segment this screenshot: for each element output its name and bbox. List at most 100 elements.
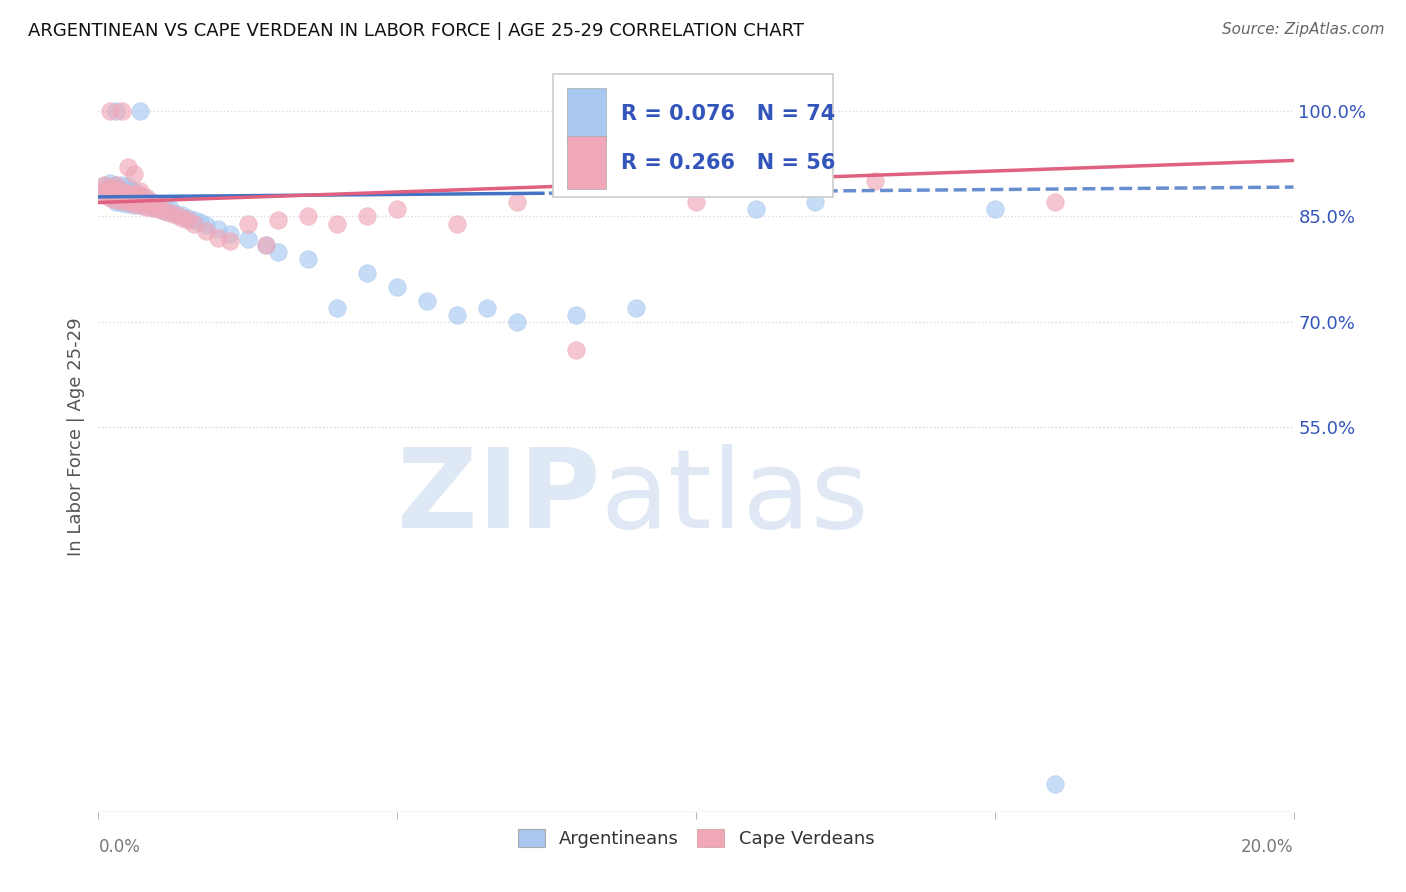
Point [129, 104, 152, 119]
Point [117, 161, 139, 175]
Point [135, 199, 157, 213]
Point [124, 197, 146, 211]
Point [385, 202, 409, 217]
Point [326, 301, 349, 315]
Point [98, 104, 122, 119]
Point [93, 188, 115, 202]
Point [148, 197, 170, 211]
Text: ZIP: ZIP [396, 443, 600, 550]
Point [117, 186, 139, 201]
Point [129, 194, 152, 209]
Point [111, 178, 134, 192]
Point [129, 194, 152, 208]
Point [105, 193, 128, 207]
Point [565, 343, 588, 357]
Point [111, 182, 134, 196]
Point [98, 179, 122, 194]
Text: R = 0.076   N = 74: R = 0.076 N = 74 [620, 104, 835, 125]
Text: 20.0%: 20.0% [1241, 838, 1294, 856]
Point [236, 232, 259, 246]
Point [105, 178, 128, 192]
Point [117, 190, 139, 204]
Point [195, 223, 218, 237]
Point [111, 189, 134, 203]
Text: 0.0%: 0.0% [98, 838, 141, 856]
Point [129, 191, 152, 205]
Point [105, 188, 128, 202]
Point [475, 301, 498, 315]
Point [219, 227, 242, 241]
Point [135, 200, 157, 214]
Point [1043, 777, 1066, 791]
Point [135, 195, 157, 210]
Point [141, 195, 163, 210]
Point [124, 197, 146, 211]
Bar [567, 88, 606, 141]
Point [111, 194, 134, 208]
Point [385, 279, 409, 293]
Legend: Argentineans, Cape Verdeans: Argentineans, Cape Verdeans [510, 822, 882, 855]
Point [159, 201, 181, 215]
Point [135, 190, 157, 204]
Point [446, 308, 468, 322]
Point [105, 104, 128, 119]
Point [685, 174, 707, 188]
Point [141, 200, 163, 214]
Point [153, 203, 176, 218]
Point [416, 293, 439, 308]
Point [148, 197, 170, 211]
Point [267, 213, 290, 227]
Point [326, 217, 349, 231]
Point [254, 237, 277, 252]
Y-axis label: In Labor Force | Age 25-29: In Labor Force | Age 25-29 [66, 318, 84, 557]
Point [153, 199, 176, 213]
Point [172, 208, 194, 222]
Point [105, 192, 128, 206]
Point [117, 195, 139, 210]
Point [105, 195, 128, 210]
Point [267, 244, 290, 259]
Point [254, 237, 277, 252]
Point [745, 202, 768, 217]
Point [111, 186, 134, 200]
Point [98, 183, 122, 197]
Point [297, 252, 319, 266]
Point [153, 203, 176, 218]
Point [117, 191, 139, 205]
Point [172, 211, 194, 225]
Point [219, 234, 242, 248]
Point [98, 181, 122, 195]
Point [117, 186, 139, 200]
Point [105, 183, 128, 197]
Point [117, 179, 139, 194]
Point [93, 183, 115, 197]
Point [804, 195, 827, 210]
Point [111, 104, 134, 119]
Point [105, 178, 128, 192]
Point [105, 181, 128, 195]
Point [159, 206, 181, 220]
Point [124, 194, 146, 208]
Point [195, 218, 218, 232]
Point [129, 188, 152, 202]
Point [135, 194, 157, 209]
Point [98, 191, 122, 205]
Point [207, 230, 229, 244]
Point [356, 210, 378, 224]
Bar [553, 74, 834, 197]
Point [117, 194, 139, 208]
Point [124, 192, 146, 206]
Point [165, 207, 187, 221]
Point [93, 187, 115, 202]
Text: Source: ZipAtlas.com: Source: ZipAtlas.com [1222, 22, 1385, 37]
Point [685, 195, 707, 210]
Point [183, 217, 205, 231]
Point [159, 205, 181, 219]
Point [124, 191, 146, 205]
Point [177, 213, 200, 227]
Point [565, 308, 588, 322]
Point [98, 186, 122, 201]
Point [105, 185, 128, 199]
Point [1043, 195, 1066, 210]
Point [129, 184, 152, 198]
